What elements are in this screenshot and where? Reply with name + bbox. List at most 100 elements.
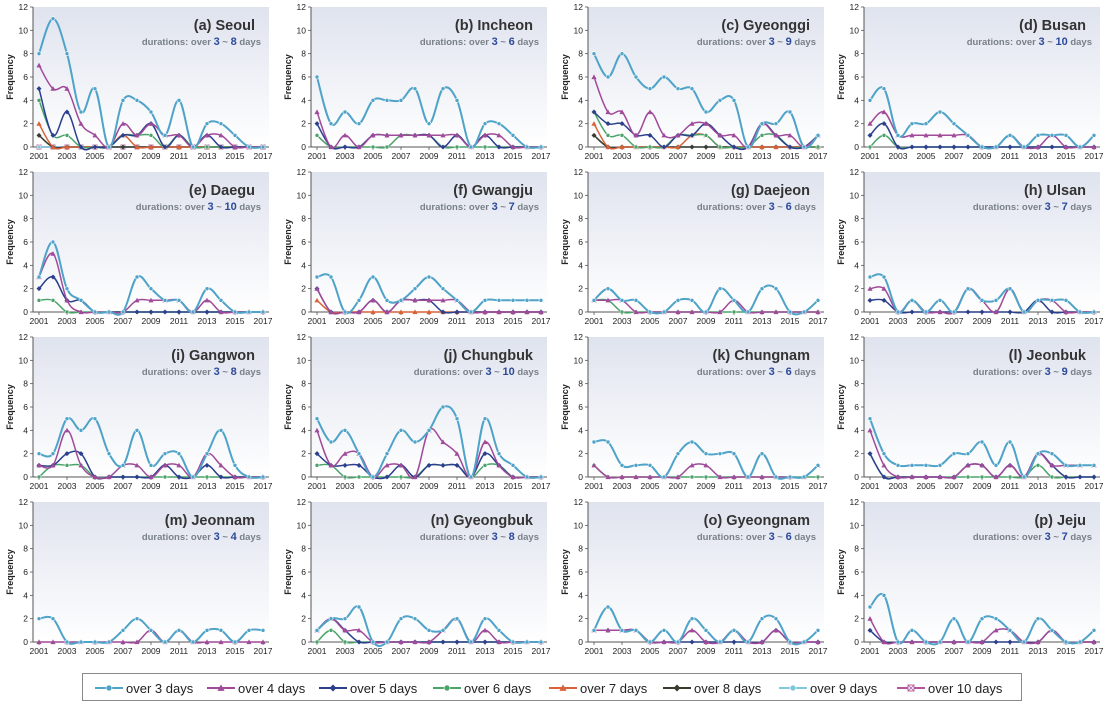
data-point bbox=[881, 593, 887, 598]
data-point bbox=[1049, 309, 1055, 315]
data-point bbox=[342, 109, 348, 115]
data-point bbox=[1091, 144, 1097, 150]
data-point bbox=[703, 121, 709, 126]
x-tick-label: 2005 bbox=[86, 646, 105, 656]
x-tick-label: 2001 bbox=[308, 151, 327, 161]
panel-k-chungnam: 0 2 4 6 8 10 12 2001 2003 2005 2007 2009 2011 2013 201… bbox=[560, 332, 828, 491]
data-point bbox=[881, 109, 887, 115]
data-point bbox=[605, 121, 611, 127]
data-point bbox=[979, 298, 985, 303]
data-point bbox=[605, 439, 611, 445]
data-point bbox=[1007, 462, 1013, 468]
x-tick-label: 2003 bbox=[336, 151, 355, 161]
legend-label: over 6 days bbox=[464, 681, 532, 696]
data-point bbox=[314, 121, 320, 127]
data-point bbox=[50, 86, 56, 91]
data-point bbox=[1049, 133, 1055, 138]
data-point bbox=[759, 121, 765, 126]
data-point bbox=[218, 132, 224, 138]
durations-max: 6 bbox=[786, 201, 792, 213]
y-tick-label: 4 bbox=[578, 425, 583, 435]
data-point bbox=[909, 628, 915, 633]
data-point bbox=[356, 474, 362, 480]
series-over-4-days bbox=[314, 109, 544, 150]
data-point bbox=[412, 639, 418, 645]
data-point bbox=[867, 98, 873, 103]
x-tick-label: 2013 bbox=[753, 316, 772, 326]
data-point bbox=[218, 474, 224, 480]
data-point bbox=[92, 474, 98, 480]
x-tick-label: 2003 bbox=[336, 646, 355, 656]
data-point bbox=[993, 639, 999, 645]
y-tick-label: 8 bbox=[301, 214, 306, 224]
data-point bbox=[232, 463, 238, 468]
durations-min: 3 bbox=[769, 36, 775, 48]
data-point bbox=[36, 286, 42, 292]
x-tick-label: 2001 bbox=[30, 481, 49, 491]
x-tick-label: 2001 bbox=[585, 646, 604, 656]
panel-m-jeonnam: 0 2 4 6 8 10 12 2001 2003 2005 2007 2009 2011 2013 201… bbox=[5, 497, 273, 656]
data-point bbox=[909, 639, 915, 645]
data-point bbox=[619, 109, 625, 115]
x-tick-label: 2013 bbox=[1029, 481, 1048, 491]
data-point bbox=[204, 286, 210, 291]
panel-i-gangwon: 0 2 4 6 8 10 12 2001 2003 2005 2007 2009 2011 2013 201… bbox=[5, 332, 273, 491]
data-point bbox=[759, 144, 765, 150]
data-point bbox=[951, 616, 957, 621]
durations-min: 3 bbox=[1045, 201, 1051, 213]
data-point bbox=[703, 309, 709, 315]
data-point bbox=[232, 639, 238, 645]
durations-min: 3 bbox=[214, 531, 220, 543]
data-point bbox=[951, 132, 957, 138]
data-point bbox=[647, 144, 653, 150]
x-tick-label: 2011 bbox=[1001, 316, 1020, 326]
data-point bbox=[801, 474, 807, 480]
x-tick-label: 2003 bbox=[613, 151, 632, 161]
data-point bbox=[647, 132, 653, 138]
data-point bbox=[120, 309, 126, 315]
data-point bbox=[356, 121, 362, 126]
y-tick-label: 4 bbox=[578, 95, 583, 105]
data-point bbox=[440, 309, 446, 315]
data-point bbox=[937, 144, 943, 150]
data-point bbox=[218, 298, 224, 303]
y-axis-label: Frequency bbox=[560, 219, 570, 265]
data-point bbox=[426, 628, 432, 633]
data-point bbox=[120, 98, 126, 103]
data-point bbox=[50, 251, 56, 256]
data-point bbox=[1049, 451, 1055, 456]
x-tick-label: 2017 bbox=[254, 646, 273, 656]
data-point bbox=[120, 463, 126, 468]
data-point bbox=[510, 144, 516, 150]
data-point bbox=[64, 639, 70, 645]
durations-min: 3 bbox=[492, 36, 498, 48]
y-tick-label: 4 bbox=[854, 425, 859, 435]
data-point bbox=[204, 121, 210, 126]
data-point bbox=[923, 121, 929, 126]
data-point bbox=[1049, 462, 1055, 468]
data-point bbox=[314, 286, 320, 291]
data-point bbox=[605, 297, 611, 303]
data-point bbox=[1077, 144, 1083, 150]
x-tick-label: 2015 bbox=[226, 646, 245, 656]
x-tick-label: 2015 bbox=[1057, 481, 1076, 491]
x-tick-label: 2005 bbox=[917, 646, 936, 656]
data-point bbox=[426, 121, 432, 126]
y-tick-label: 2 bbox=[23, 119, 28, 129]
data-point bbox=[538, 309, 544, 315]
legend-item-over-8-days: over 8 days bbox=[663, 681, 762, 696]
durations-min: 3 bbox=[769, 531, 775, 543]
data-point bbox=[717, 132, 723, 138]
data-point bbox=[745, 639, 751, 645]
data-point bbox=[881, 274, 887, 280]
x-tick-label: 2005 bbox=[917, 151, 936, 161]
data-point bbox=[633, 463, 639, 468]
x-tick-label: 2017 bbox=[809, 151, 828, 161]
data-point bbox=[176, 98, 182, 103]
data-point bbox=[815, 133, 821, 138]
y-tick-label: 0 bbox=[578, 142, 583, 152]
legend-marker bbox=[105, 684, 113, 692]
data-point bbox=[176, 298, 182, 303]
data-point bbox=[50, 132, 56, 138]
data-point bbox=[204, 297, 210, 303]
